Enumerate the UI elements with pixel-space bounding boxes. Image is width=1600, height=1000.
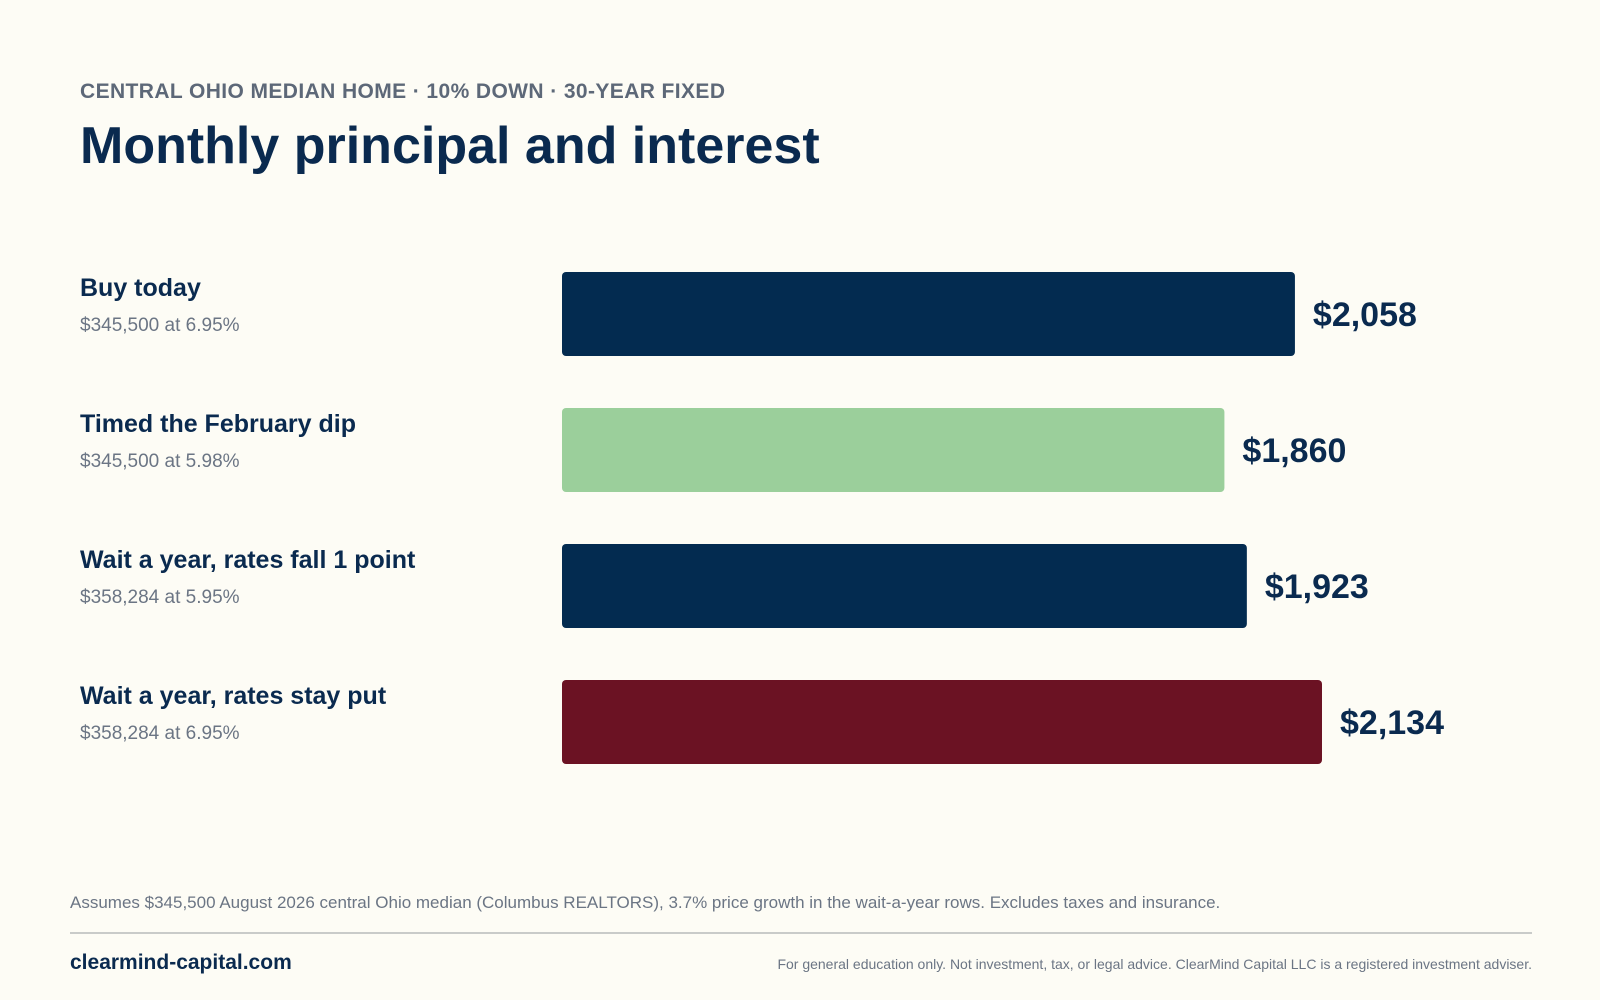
bar	[562, 408, 1225, 492]
bar-value-label: $2,058	[1313, 296, 1417, 334]
bar-value-label: $2,134	[1340, 704, 1444, 742]
bar-value-label: $1,923	[1265, 568, 1369, 606]
row-label: Timed the February dip	[80, 410, 356, 438]
bar-chart: Buy today $345,500 at 6.95% $2,058 Timed th…	[80, 272, 1444, 764]
bar-value-label: $1,860	[1242, 432, 1346, 470]
row-sublabel: $345,500 at 5.98%	[80, 451, 240, 472]
footer-divider	[70, 932, 1532, 934]
row-label: Wait a year, rates fall 1 point	[80, 546, 416, 574]
row-sublabel: $358,284 at 5.95%	[80, 587, 240, 608]
chart-kicker: CENTRAL OHIO MEDIAN HOME · 10% DOWN · 30…	[80, 80, 726, 103]
row-sublabel: $358,284 at 6.95%	[80, 723, 240, 744]
row-label: Buy today	[80, 274, 201, 302]
row-sublabel: $345,500 at 6.95%	[80, 315, 240, 336]
site-link[interactable]: clearmind-capital.com	[70, 951, 292, 974]
row-label: Wait a year, rates stay put	[80, 682, 387, 710]
assumptions-note: Assumes $345,500 August 2026 central Ohi…	[70, 893, 1221, 912]
disclaimer-text: For general education only. Not investme…	[777, 956, 1532, 972]
bar	[562, 272, 1295, 356]
bar	[562, 680, 1322, 764]
chart-title: Monthly principal and interest	[80, 117, 820, 175]
bar	[562, 544, 1247, 628]
